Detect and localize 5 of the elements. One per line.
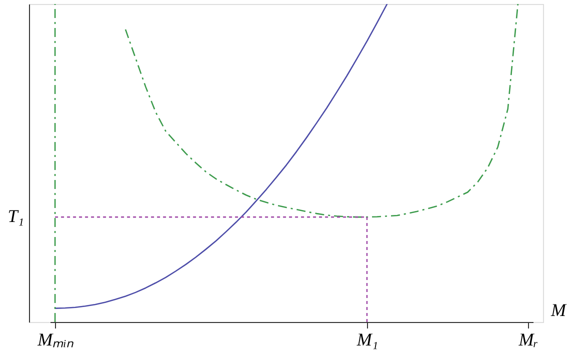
x-tick-label: Mᵣ xyxy=(518,330,538,350)
x-tick-label: Mₘᵢₙ xyxy=(36,330,74,350)
x-tick-label: M₁ xyxy=(356,330,378,350)
ref-line-label: T₁ xyxy=(8,206,24,226)
x-axis-title: M xyxy=(550,300,567,320)
